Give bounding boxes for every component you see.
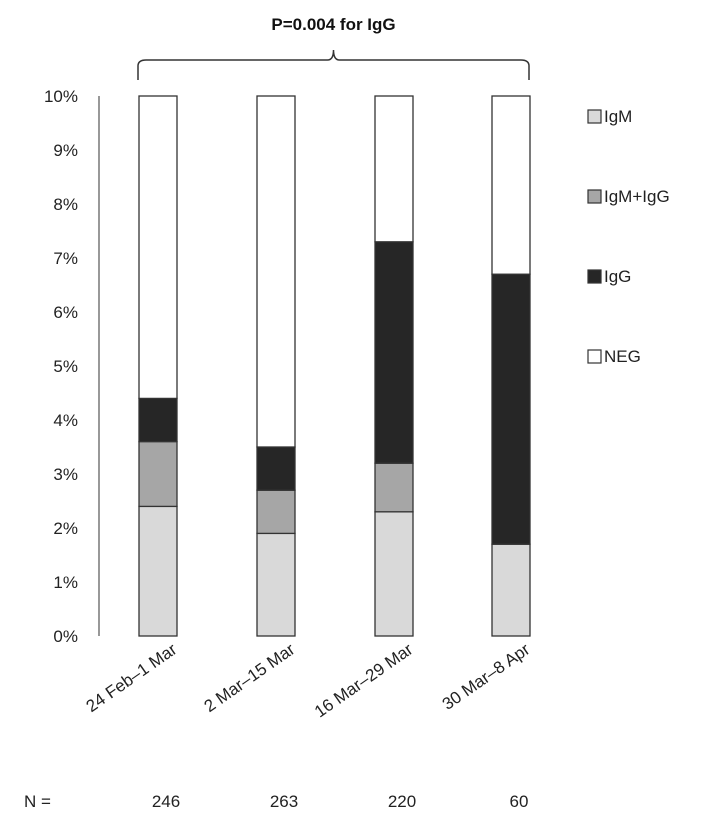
y-tick-label: 6% — [53, 303, 78, 322]
n-value: 220 — [388, 792, 416, 811]
n-label: N = — [24, 792, 51, 811]
bar-segment-neg — [256, 95, 296, 448]
y-tick-label: 0% — [53, 627, 78, 646]
bracket-line — [137, 49, 530, 80]
y-tick-label: 2% — [53, 519, 78, 538]
n-value: 246 — [152, 792, 180, 811]
legend-item: IgG — [587, 267, 631, 286]
bar-segment-igg — [491, 273, 531, 545]
bar-segment-igm — [256, 532, 296, 637]
y-tick-label: 1% — [53, 573, 78, 592]
bar-stack — [256, 95, 296, 637]
bar-stack — [374, 95, 414, 637]
x-tick-label: 30 Mar–8 Apr — [439, 640, 534, 714]
bar-segment-neg — [374, 95, 414, 243]
legend-swatch — [587, 269, 602, 284]
x-tick-label: 24 Feb–1 Mar — [83, 640, 181, 716]
significance-bracket: P=0.004 for IgG — [137, 15, 530, 80]
legend-label: NEG — [604, 347, 641, 366]
n-value: 263 — [270, 792, 298, 811]
y-tick-label: 4% — [53, 411, 78, 430]
legend: IgM IgM+IgG IgG NEG — [587, 107, 670, 366]
legend-label: IgG — [604, 267, 631, 286]
bar-stack — [138, 95, 178, 637]
legend-swatch — [587, 189, 602, 204]
legend-item: NEG — [587, 347, 641, 366]
bar-stack — [491, 95, 531, 637]
y-tick-label: 5% — [53, 357, 78, 376]
bar-segment-igm-igg — [256, 489, 296, 535]
legend-item: IgM — [587, 107, 632, 126]
legend-label: IgM+IgG — [604, 187, 670, 206]
x-tick-label: 16 Mar–29 Mar — [311, 640, 417, 722]
bar-segment-igm — [491, 543, 531, 637]
p-value-annotation: P=0.004 for IgG — [271, 15, 395, 34]
bar-segment-neg — [491, 95, 531, 275]
legend-swatch — [587, 109, 602, 124]
x-axis-labels: 24 Feb–1 Mar 2 Mar–15 Mar 16 Mar–29 Mar 30 … — [83, 640, 534, 722]
bar-segment-igm-igg — [374, 462, 414, 513]
y-tick-label: 10% — [44, 87, 78, 106]
y-tick-label: 8% — [53, 195, 78, 214]
bar-segment-igg — [374, 241, 414, 464]
legend-swatch — [587, 349, 602, 364]
sample-size-row: N = 246 263 220 60 — [24, 792, 528, 811]
bars — [138, 95, 531, 637]
y-tick-label: 9% — [53, 141, 78, 160]
y-axis: 0% 1% 2% 3% 4% 5% 6% 7% 8% 9% 10% — [44, 87, 100, 646]
legend-label: IgM — [604, 107, 632, 126]
bar-segment-igm-igg — [138, 440, 178, 508]
bar-segment-igg — [256, 446, 296, 491]
n-value: 60 — [510, 792, 529, 811]
bar-segment-igg — [138, 397, 178, 443]
legend-item: IgM+IgG — [587, 187, 670, 206]
y-tick-label: 3% — [53, 465, 78, 484]
bar-segment-igm — [374, 511, 414, 637]
bar-segment-igm — [138, 505, 178, 637]
y-tick-label: 7% — [53, 249, 78, 268]
bar-segment-neg — [138, 95, 178, 400]
x-tick-label: 2 Mar–15 Mar — [201, 640, 299, 716]
